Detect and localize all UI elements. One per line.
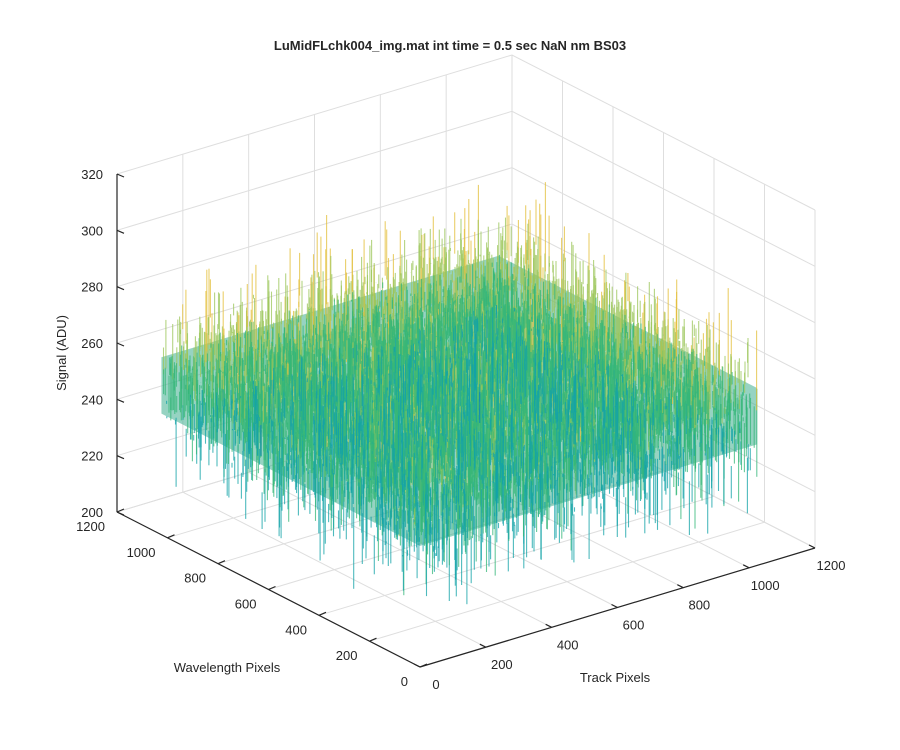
grid-line (318, 495, 715, 616)
grid-line (116, 167, 816, 324)
grid-line (369, 521, 765, 642)
grid-line (116, 54, 816, 211)
grid-line (116, 110, 816, 267)
grid-line (116, 223, 816, 380)
surface-mesh (161, 182, 758, 605)
